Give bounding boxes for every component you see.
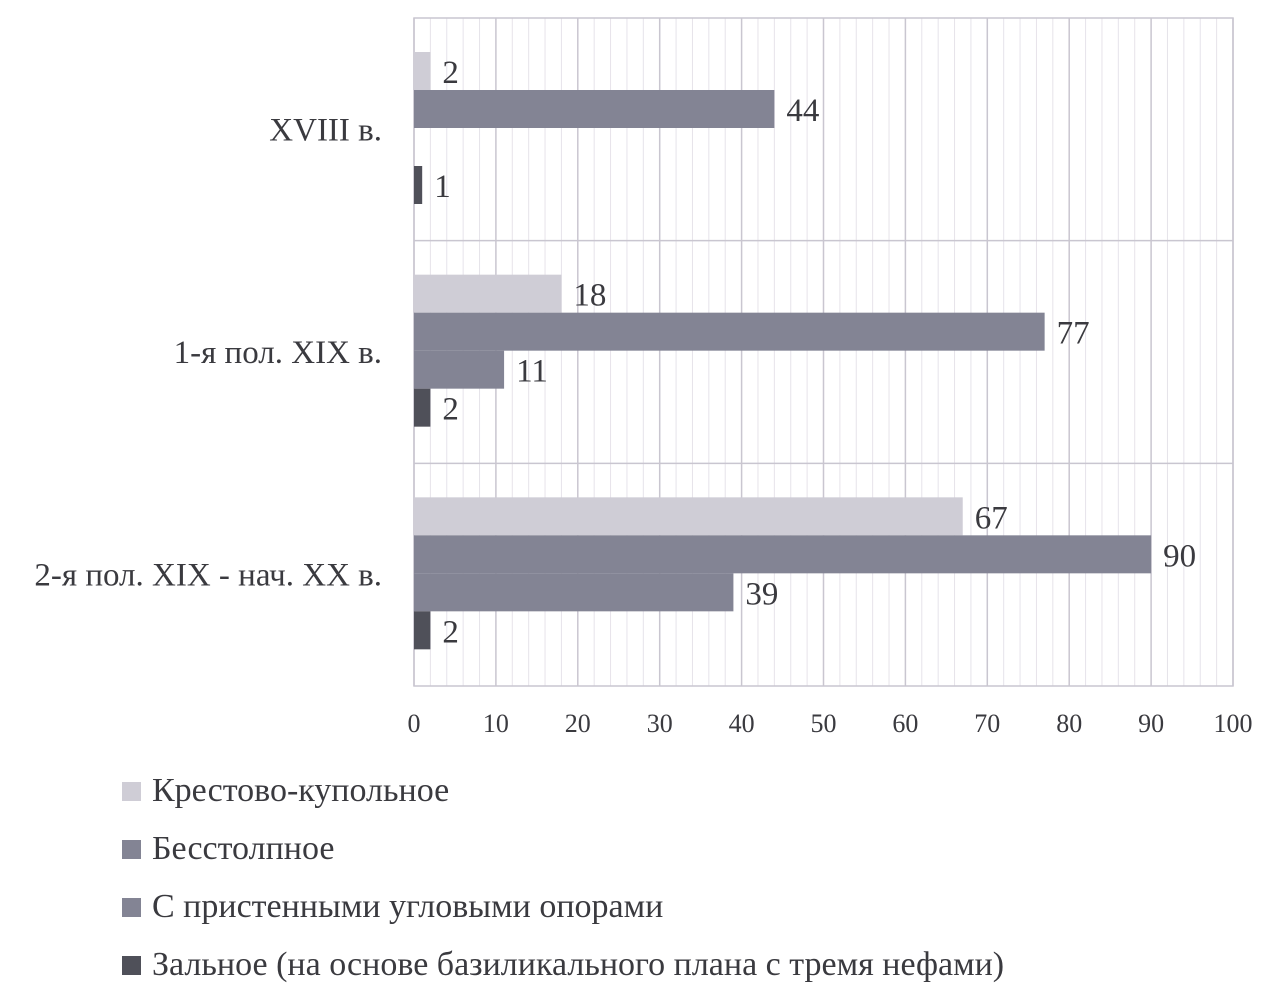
legend-swatch [122,839,141,859]
x-tick-label: 50 [811,709,837,738]
data-label: 39 [745,576,778,612]
bars [414,52,1152,650]
legend-item: С пристенными угловыми опорами [122,878,1004,936]
data-label: 18 [573,278,606,314]
bar [414,312,1045,351]
data-label: 2 [442,392,459,428]
legend-label: С пристенными угловыми опорами [152,888,664,925]
data-label: 2 [442,614,459,650]
x-tick-label: 90 [1138,709,1164,738]
category-label: 1-я пол. XIX в. [174,335,382,371]
bar [414,573,734,612]
bar [414,90,775,128]
bar [414,388,431,427]
x-tick-label: 70 [974,709,1000,738]
data-label: 77 [1057,316,1090,352]
x-tick-label: 30 [647,709,673,738]
data-label: 11 [516,354,548,390]
x-tick-label: 80 [1056,709,1082,738]
data-label: 90 [1163,538,1196,574]
x-tick-label: 10 [483,709,509,738]
legend: Крестово-купольное Бесстолпное С пристенны… [122,762,1004,994]
legend-swatch [122,897,141,917]
bar [414,274,562,313]
bar [414,52,431,90]
legend-label: Крестово-купольное [152,772,450,809]
category-label: XVIII в. [269,112,382,148]
labels: 0 10 20 30 40 50 60 70 80 90 100 XVIII в. 2 44 1 1-я по… [34,55,1252,738]
data-label: 1 [434,169,451,205]
x-tick-label: 0 [408,709,421,738]
data-label: 2 [442,55,459,91]
legend-label: Зальное (на основе базиликального плана … [152,946,1005,983]
legend-item: Крестово-купольное [122,762,1004,820]
bar [414,535,1152,574]
data-label: 44 [786,93,819,129]
legend-swatch [122,955,141,975]
legend-swatch [122,781,141,801]
bar [414,166,423,204]
legend-item: Зальное (на основе базиликального плана … [122,936,1004,994]
x-tick-label: 20 [565,709,591,738]
bar [414,611,431,650]
bar [414,350,505,389]
x-tick-label: 40 [729,709,755,738]
bar [414,497,963,536]
data-label: 67 [975,500,1008,536]
x-tick-label: 60 [892,709,918,738]
x-tick-label: 100 [1214,709,1253,738]
legend-item: Бесстолпное [122,820,1004,878]
bar-chart: 0 10 20 30 40 50 60 70 80 90 100 XVIII в. 2 44 1 1-я по… [34,17,1253,738]
legend-label: Бесстолпное [152,830,335,867]
category-label: 2-я пол. XIX - нач. XX в. [34,558,382,594]
